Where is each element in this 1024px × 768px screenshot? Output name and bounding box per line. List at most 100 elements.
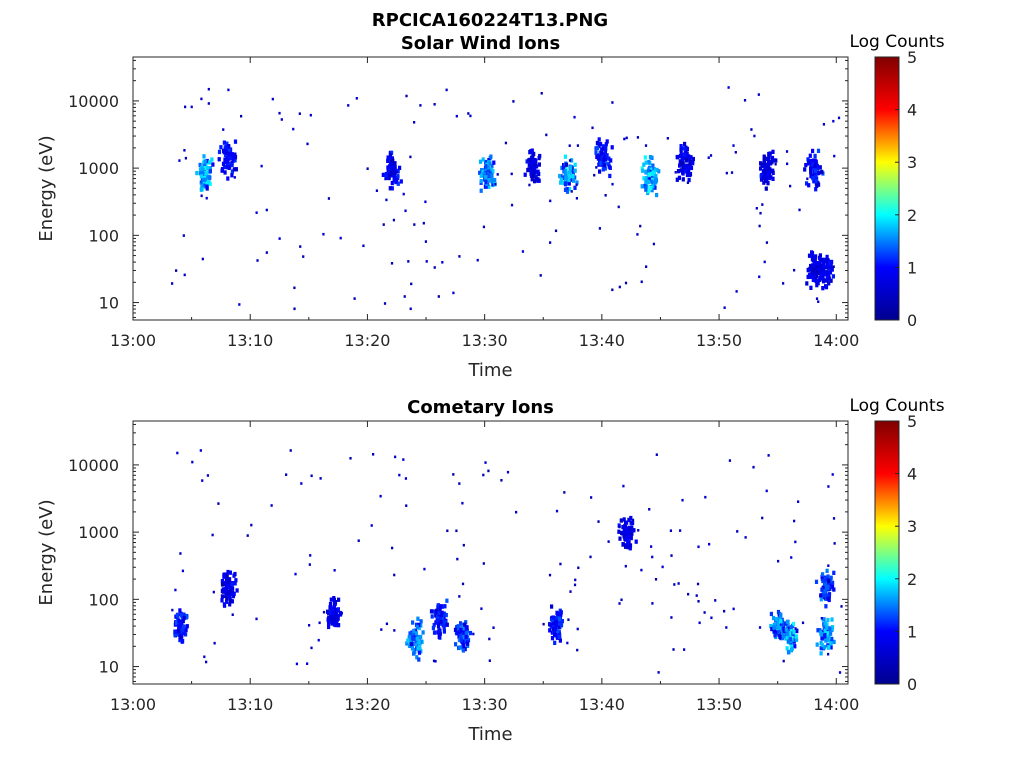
spectrogram-cell: [220, 598, 224, 603]
spectrogram-cell: [549, 199, 552, 203]
spectrogram-cell: [392, 172, 397, 177]
spectrogram-cell: [208, 160, 212, 165]
spectrogram-cell: [679, 144, 683, 149]
spectrogram-cell: [625, 136, 628, 140]
spectrogram-cell: [220, 588, 224, 593]
spectrogram-cell: [419, 634, 423, 640]
spectrogram-cell: [224, 150, 228, 155]
spectrogram-cell: [390, 156, 394, 161]
spectrogram-cell: [567, 177, 571, 183]
spectrogram-cell: [816, 628, 820, 633]
spectrogram-cell: [681, 498, 684, 502]
spectrogram-cell: [181, 618, 185, 624]
spectrogram-cell: [567, 187, 572, 192]
spectrogram-cell: [417, 650, 422, 655]
spectrogram-cell: [175, 613, 179, 618]
spectrogram-cell: [829, 641, 833, 646]
spectrogram-cell: [678, 163, 682, 168]
spectrogram-cell: [576, 144, 580, 147]
spectrogram-cell: [327, 618, 331, 623]
spectrogram-cell: [807, 253, 812, 258]
spectrogram-cell: [734, 151, 737, 154]
spectrogram-cell: [704, 495, 707, 499]
spectrogram-cell: [818, 268, 822, 273]
spectrogram-cell: [629, 515, 633, 521]
spectrogram-cell: [234, 167, 238, 172]
spectrogram-cell: [623, 524, 627, 529]
spectrogram-cell: [832, 639, 836, 645]
spectrogram-cell: [466, 638, 471, 643]
colorbar-tick-label: 0: [907, 311, 917, 330]
spectrogram-cell: [577, 566, 580, 570]
spectrogram-cell: [678, 154, 682, 159]
spectrogram-cell: [322, 610, 326, 614]
spectrogram-cell: [600, 154, 604, 159]
spectrogram-cell: [618, 285, 621, 289]
spectrogram-cell: [814, 254, 818, 259]
spectrogram-cell: [336, 607, 340, 612]
spectrogram-cell: [824, 604, 828, 609]
spectrogram-cell: [525, 159, 529, 164]
spectrogram-cell: [622, 517, 626, 522]
spectrogram-cell: [832, 588, 835, 592]
spectrogram-cell: [618, 525, 621, 529]
spectrogram-cell: [224, 159, 228, 165]
spectrogram-cell: [572, 178, 576, 183]
spectrogram-cell: [736, 530, 739, 533]
spectrogram-cell: [437, 610, 441, 616]
spectrogram-cell: [231, 586, 235, 591]
spectrogram-cell: [484, 461, 487, 464]
spectrogram-cell: [775, 630, 779, 635]
spectrogram-cell: [821, 632, 825, 637]
spectrogram-cell: [832, 570, 836, 575]
spectrogram-cell: [576, 648, 579, 652]
spectrogram-cell: [388, 152, 392, 158]
spectrogram-cell: [697, 545, 700, 549]
spectrogram-cell: [226, 579, 230, 584]
spectrogram-cell: [632, 528, 636, 533]
spectrogram-cell: [223, 164, 227, 170]
spectrogram-cell: [628, 546, 632, 551]
spectrogram-cell: [823, 271, 827, 276]
spectrogram-cell: [488, 659, 491, 662]
spectrogram-cell: [390, 262, 394, 265]
spectrogram-cell: [794, 627, 797, 630]
spectrogram-cell: [382, 223, 385, 226]
spectrogram-cell: [820, 642, 824, 648]
colorbar-tick-label: 4: [907, 101, 917, 120]
spectrogram-cell: [607, 164, 611, 169]
spectrogram-cell: [230, 173, 234, 178]
spectrogram-cell: [225, 596, 229, 601]
spectrogram-cell: [413, 628, 418, 633]
spectrogram-cell: [409, 307, 412, 311]
spectrogram-cell: [777, 630, 781, 635]
spectrogram-cell: [205, 181, 209, 186]
spectrogram-cell: [782, 282, 785, 285]
spectrogram-cell: [487, 184, 491, 189]
spectrogram-cell: [550, 604, 554, 609]
spectrogram-cell: [816, 281, 820, 286]
spectrogram-cell: [604, 147, 608, 152]
spectrogram-cell: [462, 634, 466, 640]
spectrogram-cell: [794, 637, 799, 642]
spectrogram-cell: [557, 634, 561, 639]
spectrogram-cell: [548, 573, 552, 577]
spectrogram-cell: [531, 165, 536, 171]
spectrogram-cell: [558, 638, 562, 643]
spectrogram-cell: [549, 241, 552, 244]
spectrogram-cell: [438, 631, 442, 636]
spectrogram-cell: [645, 178, 649, 184]
spectrogram-cell: [826, 637, 830, 642]
spectrogram-cell: [685, 158, 689, 163]
spectrogram-cell: [732, 607, 735, 611]
spectrogram-cell: [813, 163, 817, 168]
spectrogram-cell: [337, 623, 341, 628]
spectrogram-cell: [459, 621, 463, 626]
spectrogram-cell: [570, 158, 574, 163]
spectrogram-cell: [793, 644, 797, 649]
spectrogram-cell: [710, 616, 713, 620]
spectrogram-cell: [790, 646, 794, 651]
spectrogram-cell: [227, 144, 231, 149]
spectrogram-cell: [533, 179, 537, 184]
